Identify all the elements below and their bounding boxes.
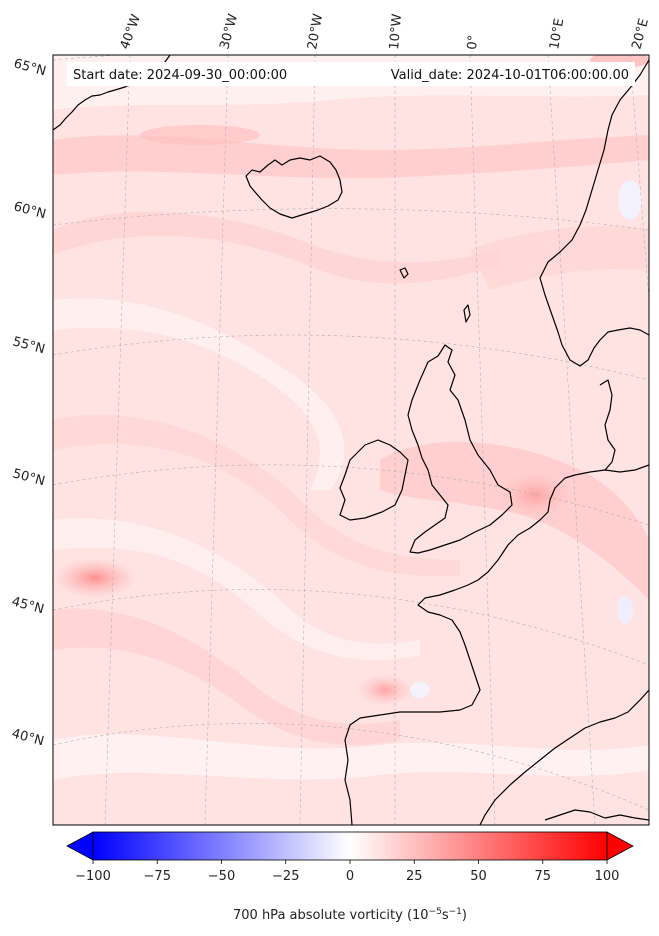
meridian-0 [469,55,496,825]
lon-label-20e: 20°E [629,17,652,51]
colorbar-tick-label: 50 [470,869,487,884]
faroe-islands [399,267,409,279]
vorticity-band-light [53,734,649,780]
vorticity-minimum [617,596,633,624]
vorticity-maximum [140,125,260,145]
lon-label-0: 0° [465,34,481,50]
vorticity-band-light [53,298,345,490]
colorbar-tick-label: −100 [75,869,111,884]
colorbar-tick-label: 0 [346,869,354,884]
shetland-islands [463,304,471,323]
map-frame [52,54,650,826]
vorticity-maximum [357,674,413,706]
ireland-coast [339,439,409,521]
vorticity-maximum [53,558,137,598]
vorticity-band [470,226,649,290]
lat-label-55n: 55°N [11,334,47,357]
graticule [53,55,649,825]
colorbar-tick-label: 75 [534,869,551,884]
colorbar: −100 −75 −50 −25 0 25 50 75 100 700 hPa absolute… [66,831,634,923]
vorticity-band-light [53,518,420,661]
lon-label-10w: 10°W [387,13,405,50]
lat-label-45n: 45°N [10,594,46,617]
great-britain-coast [407,344,513,554]
lat-label-40n: 40°N [10,726,46,749]
map-panel [53,55,649,825]
vorticity-band [53,211,500,284]
lon-label-30w: 30°W [217,12,241,51]
header-box [67,62,635,86]
colorbar-tick-label: −75 [144,869,171,884]
lon-label-40w: 40°W [118,12,144,51]
latitude-labels: 65°N 60°N 55°N 50°N 45°N 40°N [10,56,48,749]
meridian-30w [204,55,229,825]
colorbar-tick-label: −25 [272,869,299,884]
colorbar-ticks: −100 −75 −50 −25 0 25 50 75 100 [75,860,619,884]
parallel-50n [53,464,649,526]
colorbar-tick-label: 100 [595,869,620,884]
lon-label-20w: 20°W [305,13,326,51]
vorticity-minimum [410,682,430,698]
north-africa-coast [544,809,649,821]
colorbar-label-main: 700 hPa absolute vorticity (10 [233,908,429,923]
colorbar-tick-label: 25 [406,869,423,884]
colorbar-extend-min [66,831,94,861]
meridian-20e [629,55,649,301]
lat-label-65n: 65°N [12,56,48,79]
iceland-coast [245,155,343,219]
parallel-40n [53,723,649,811]
vorticity-band [380,441,649,600]
iberia-south-coast [479,689,649,825]
colorbar-label-end: ) [462,908,467,923]
denmark-coast [599,379,616,471]
valid-date-label: Valid_date: 2024-10-01T06:00:00.00 [391,68,629,83]
parallel-45n [53,589,649,666]
colorbar-gradient [92,831,608,861]
lat-label-50n: 50°N [11,466,47,489]
lon-label-10e: 10°E [547,17,567,50]
vorticity-band [53,414,460,576]
colorbar-extend-max [606,831,634,861]
vorticity-maximum [500,473,570,517]
vorticity-minimum [618,180,642,220]
start-date-label: Start date: 2024-09-30_00:00:00 [73,68,287,83]
colorbar-label-exp1: −5 [429,907,442,917]
colorbar-label-exp2: −1 [449,907,462,917]
meridian-20w [299,55,316,825]
colorbar-label: 700 hPa absolute vorticity (10−5s−1) [233,907,467,923]
vorticity-band [53,608,400,746]
continent-north-coast [344,464,649,825]
colorbar-label-mid: s [442,908,449,923]
meridian-40w [104,55,131,825]
longitude-labels: 40°W 30°W 20°W 10°W 0° 10°E 20°E [118,12,652,51]
vorticity-band [53,135,649,179]
coastlines [53,55,649,825]
colorbar-tick-label: −50 [208,869,235,884]
meridian-10e [547,55,596,825]
lat-label-60n: 60°N [12,199,48,222]
scandinavia-coast [539,59,649,367]
